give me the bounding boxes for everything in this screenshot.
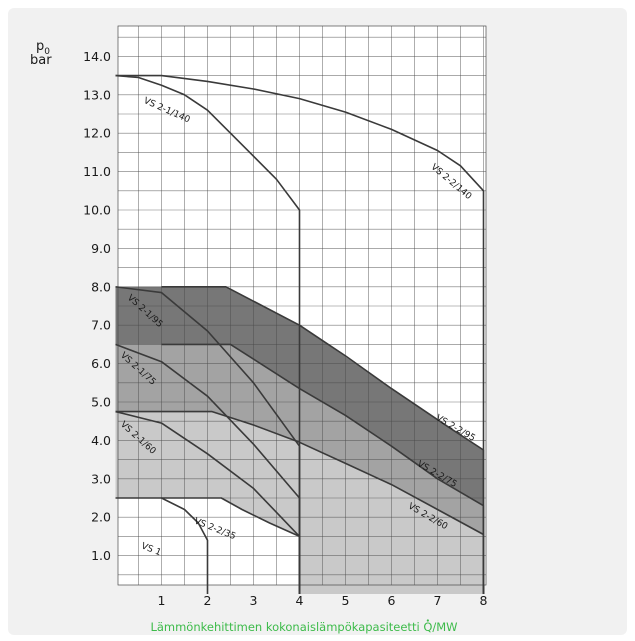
y-tick-label: 4.0 bbox=[91, 433, 111, 448]
y-tick-label: 8.0 bbox=[91, 279, 111, 294]
curve-vs-2-2-75 bbox=[161, 343, 485, 594]
q-dot-symbol: Q bbox=[423, 620, 432, 634]
y-tick-label: 7.0 bbox=[91, 318, 111, 333]
y-tick-label: 2.0 bbox=[91, 510, 111, 525]
y-axis-unit: bar bbox=[30, 53, 52, 68]
x-tick-label: 5 bbox=[342, 593, 350, 608]
y-tick-label: 5.0 bbox=[91, 395, 111, 410]
curve-vs-2-1-140 bbox=[115, 74, 301, 594]
x-axis-label: Lämmönkehittimen kokonaislämpökapasiteet… bbox=[150, 620, 457, 634]
x-tick-label: 6 bbox=[388, 593, 396, 608]
x-tick-label: 1 bbox=[158, 593, 166, 608]
y-axis-label: p0 bbox=[36, 39, 50, 57]
y-tick-label: 10.0 bbox=[83, 203, 111, 218]
x-tick-label: 3 bbox=[250, 593, 258, 608]
curve-vs-2-2-95 bbox=[161, 286, 485, 594]
y-tick-label: 3.0 bbox=[91, 471, 111, 486]
x-tick-label: 7 bbox=[434, 593, 442, 608]
curve-vs-2-2-140 bbox=[115, 74, 485, 594]
y-tick-label: 1.0 bbox=[91, 548, 111, 563]
x-tick-label: 4 bbox=[296, 593, 304, 608]
curve-vs-1 bbox=[115, 497, 209, 594]
curve-vs-2-2-60 bbox=[115, 410, 485, 594]
y-tick-label: 11.0 bbox=[83, 164, 111, 179]
x-tick-label: 8 bbox=[480, 593, 488, 608]
x-tick-label: 2 bbox=[204, 593, 212, 608]
y-tick-label: 13.0 bbox=[83, 87, 111, 102]
y-tick-label: 14.0 bbox=[83, 49, 111, 64]
y-tick-label: 6.0 bbox=[91, 356, 111, 371]
chart-card: VS 1 VS 2-2/35 VS 2-1/60 VS 2-1/75 VS 2-1/95… bbox=[8, 8, 627, 635]
plot-border bbox=[117, 25, 487, 586]
y-tick-label: 12.0 bbox=[83, 126, 111, 141]
y-tick-label: 9.0 bbox=[91, 241, 111, 256]
q-dot-mark bbox=[426, 619, 429, 622]
